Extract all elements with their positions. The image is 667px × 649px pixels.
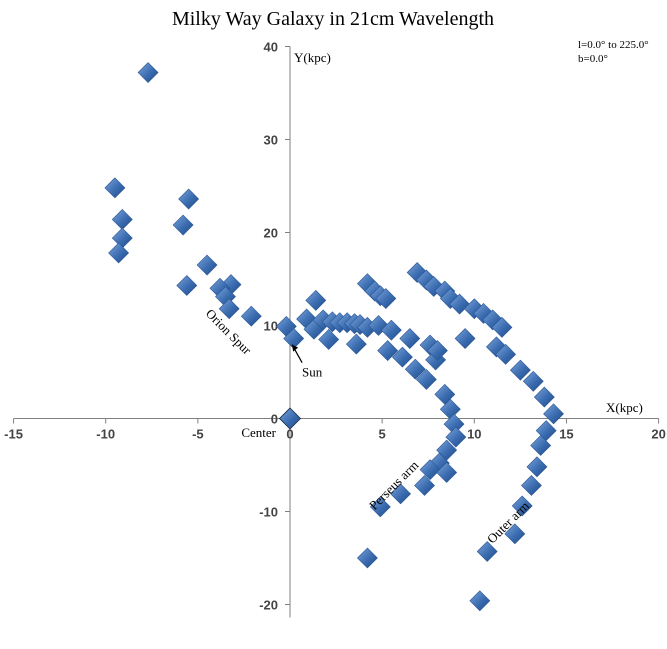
- data-point: [375, 288, 397, 309]
- data-point: [104, 177, 126, 199]
- data-point: [530, 435, 552, 456]
- data-point: [391, 346, 413, 368]
- x-tick-label: -5: [192, 427, 204, 442]
- x-axis-label: X(kpc): [606, 400, 643, 415]
- data-point: [111, 209, 133, 230]
- data-point: [178, 188, 200, 210]
- annotation-outer-arm: Outer arm: [484, 498, 532, 546]
- y-axis-label: Y(kpc): [294, 50, 331, 65]
- data-point: [404, 358, 426, 380]
- data-point: [511, 495, 533, 517]
- center-point-overlay: [279, 408, 301, 429]
- data-point: [469, 590, 491, 612]
- sun-arrowhead: [292, 344, 299, 352]
- data-point: [318, 329, 340, 350]
- data-point: [399, 328, 421, 349]
- annotation-sun: Sun: [302, 365, 323, 380]
- x-tick-label: 15: [559, 427, 573, 442]
- annotation-perseus-arm: Perseus arm: [366, 457, 421, 512]
- data-point: [533, 386, 555, 408]
- x-tick-label: 5: [379, 427, 386, 442]
- x-tick-label: 0: [286, 427, 293, 442]
- data-point: [521, 475, 542, 496]
- data-point: [377, 340, 399, 362]
- data-point: [176, 275, 198, 296]
- data-point: [415, 369, 437, 390]
- data-point: [526, 456, 548, 478]
- data-point: [476, 541, 498, 562]
- data-point: [305, 289, 327, 311]
- data-point: [390, 483, 412, 505]
- data-point: [427, 340, 448, 362]
- chart-note-longitude: l=0.0° to 225.0°: [578, 39, 649, 51]
- chart-note-latitude: b=0.0°: [578, 53, 608, 65]
- data-point: [196, 254, 218, 276]
- y-tick-label: -20: [259, 598, 278, 613]
- data-point: [356, 547, 378, 569]
- y-tick-label: 10: [264, 319, 278, 334]
- x-tick-label: 20: [651, 427, 665, 442]
- x-tick-label: -10: [96, 427, 115, 442]
- y-tick-label: 30: [264, 133, 278, 148]
- data-point: [240, 305, 262, 327]
- data-point: [436, 462, 458, 483]
- data-point: [345, 333, 367, 355]
- data-point: [454, 328, 476, 349]
- y-tick-label: -10: [259, 505, 278, 520]
- data-point: [543, 403, 564, 425]
- data-point: [509, 359, 531, 381]
- chart-title: Milky Way Galaxy in 21cm Wavelength: [172, 8, 494, 30]
- data-point: [491, 316, 513, 338]
- data-point: [369, 496, 391, 518]
- x-tick-label: 10: [467, 427, 481, 442]
- data-point: [137, 62, 159, 83]
- data-point: [172, 214, 194, 236]
- y-tick-label: 40: [264, 40, 278, 55]
- annotation-center: Center: [241, 425, 276, 440]
- x-tick-label: -15: [4, 427, 23, 442]
- data-point: [522, 370, 544, 392]
- data-point: [504, 523, 526, 545]
- data-point: [111, 227, 133, 249]
- y-tick-label: 0: [271, 412, 278, 427]
- data-point: [380, 319, 402, 341]
- data-point: [414, 475, 435, 496]
- data-point: [218, 298, 240, 320]
- y-tick-label: 20: [264, 226, 278, 241]
- data-point: [495, 343, 517, 365]
- data-point: [445, 426, 467, 448]
- data-point: [108, 242, 130, 264]
- data-point: [419, 459, 441, 481]
